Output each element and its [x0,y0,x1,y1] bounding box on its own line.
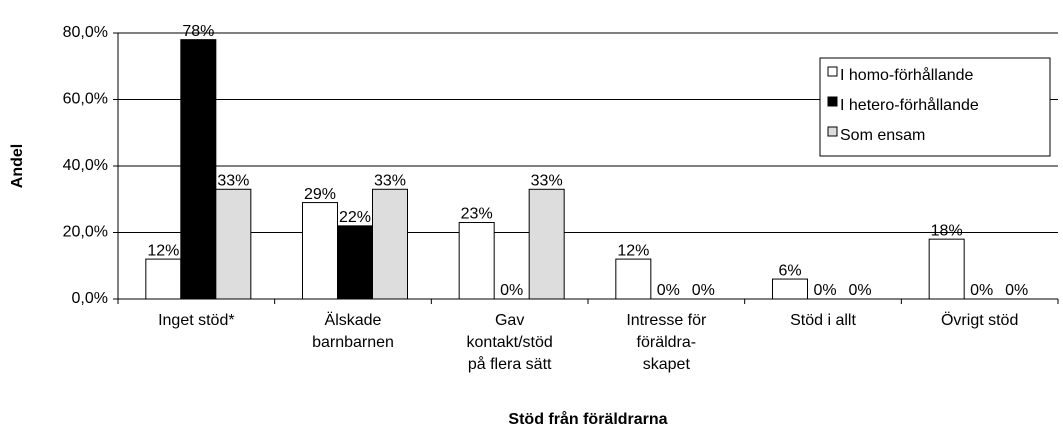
legend-swatch [827,66,838,77]
data-label: 0% [970,282,993,299]
data-label: 0% [813,282,836,299]
x-tick-label: Gav [495,312,524,329]
x-tick-label: skapet [643,356,691,373]
bar [928,238,965,300]
bar [215,188,252,300]
legend-label: Som ensam [840,127,925,144]
data-label: 22% [339,209,371,226]
data-label: 33% [217,172,249,189]
data-label: 23% [461,206,493,223]
y-tick-label: 40,0% [63,157,108,174]
data-label: 78% [182,23,214,40]
data-label: 0% [848,282,871,299]
bar [372,188,408,300]
bar [528,188,565,300]
data-label: 0% [500,282,523,299]
x-tick-label: Älskade [325,311,382,329]
x-axis-title: Stöd från föräldrarna [508,410,667,428]
y-tick-label: 80,0% [63,24,108,41]
data-label: 33% [531,172,563,189]
x-tick-label: Stöd i allt [790,312,856,329]
x-tick-label: Övrigt stöd [941,311,1018,329]
x-tick-label: föräldra- [637,334,697,351]
legend-swatch [827,126,838,137]
data-label: 0% [657,282,680,299]
x-tick-label: Inget stöd* [158,312,235,329]
legend-label: I homo-förhållande [840,66,974,84]
data-label: 12% [617,242,649,259]
x-tick-label: Intresse för [626,312,707,329]
data-label: 29% [304,186,336,203]
legend-box [819,57,1051,157]
data-label: 12% [147,242,179,259]
bar [772,278,808,300]
data-label: 33% [374,172,406,189]
bar [337,225,373,300]
data-label: 0% [1005,282,1028,299]
data-label: 0% [692,282,715,299]
bar [302,202,338,300]
data-label: 18% [931,222,963,239]
bar [458,222,495,300]
x-tick-label: på flera sätt [468,355,552,373]
x-tick-label: kontakt/stöd [467,334,553,351]
x-tick-label: barnbarnen [312,334,394,351]
legend-label: I hetero-förhållande [840,96,979,114]
y-tick-label: 0,0% [72,290,108,307]
legend-swatch [827,96,838,107]
bar [180,39,217,300]
bar [145,258,182,300]
y-tick-label: 60,0% [63,91,108,108]
y-tick-label: 20,0% [63,224,108,241]
data-label: 6% [778,262,801,279]
bar [615,258,652,300]
y-axis-title: Andel [9,144,26,188]
